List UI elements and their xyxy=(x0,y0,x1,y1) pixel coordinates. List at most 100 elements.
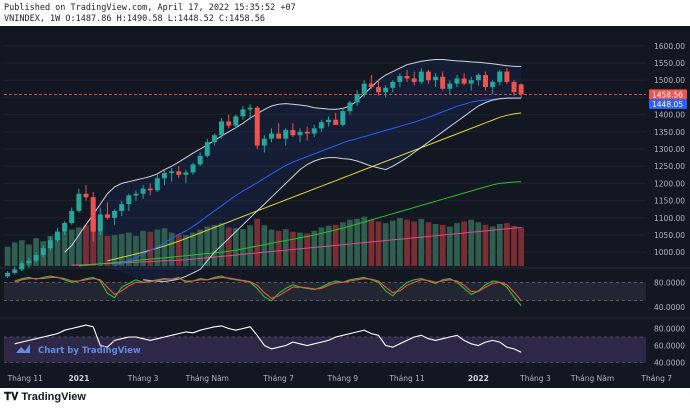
candle-body xyxy=(269,133,274,139)
candle-body xyxy=(19,263,25,270)
x-tick-label: Tháng 11 xyxy=(7,374,44,383)
bollinger-lower-line xyxy=(143,97,522,283)
candle-body xyxy=(454,78,460,84)
volume-bar xyxy=(304,233,311,266)
candle-body xyxy=(497,71,503,82)
candle-body xyxy=(119,204,125,211)
candle-body xyxy=(33,254,39,261)
volume-bar xyxy=(261,225,268,266)
candle-body xyxy=(133,193,139,196)
y-tick-label: 1350.00 xyxy=(654,128,685,137)
x-tick-label: Tháng 3 xyxy=(519,374,551,383)
volume-bar xyxy=(76,227,82,266)
candle-body xyxy=(69,210,75,223)
bollinger-fill xyxy=(64,59,522,282)
rsi-series-line xyxy=(14,276,522,302)
candle-body xyxy=(97,214,103,232)
volume-bar xyxy=(47,236,54,266)
volume-bar xyxy=(375,221,382,266)
published-info: Published on TradingView.com, April 17, … xyxy=(4,3,296,13)
price-label: 1458.56 xyxy=(652,90,683,99)
candle-body xyxy=(361,83,367,94)
candle-body xyxy=(461,78,467,84)
volume-bar xyxy=(347,219,353,266)
volume-bar xyxy=(111,235,118,266)
candle-body xyxy=(154,178,160,191)
candle-body xyxy=(490,81,496,88)
volume-bar xyxy=(432,224,439,266)
volume-bar xyxy=(247,225,253,266)
x-tick-label: Tháng 11 xyxy=(388,374,425,383)
volume-bar xyxy=(18,240,25,266)
candle-body xyxy=(126,195,132,205)
candle-body xyxy=(240,109,246,117)
ohlc-info: VNINDEX, 1W O:1487.86 H:1490.58 L:1448.5… xyxy=(4,14,265,24)
volume-bar xyxy=(489,226,496,266)
candle-body xyxy=(383,87,389,93)
volume-bar xyxy=(190,232,196,266)
candle-body xyxy=(90,197,96,232)
bollinger-upper-line xyxy=(64,59,522,253)
volume-bar xyxy=(282,229,289,266)
candle-body xyxy=(318,122,324,129)
candle-body xyxy=(140,188,146,194)
chart-svg[interactable]: 1600.001550.001500.001450.001400.001350.… xyxy=(0,26,690,388)
candle-body xyxy=(104,214,110,218)
y-tick-label: 1000.00 xyxy=(654,248,685,257)
candle-body xyxy=(76,193,82,211)
candle-body xyxy=(368,83,374,88)
candle-body xyxy=(261,138,267,146)
candle-body xyxy=(418,71,424,82)
candle-body xyxy=(5,272,11,277)
candle-body xyxy=(176,171,182,175)
volume-bar xyxy=(225,227,232,266)
candle-body xyxy=(83,193,89,198)
candle-body xyxy=(390,81,396,88)
volume-bar xyxy=(147,231,154,266)
volume-bar xyxy=(211,224,218,266)
y-tick-label: 1100.00 xyxy=(654,214,685,223)
y-tick-label: 1250.00 xyxy=(654,162,685,171)
volume-bar xyxy=(425,222,432,266)
candle-body xyxy=(304,131,310,134)
volume-bar xyxy=(339,222,346,266)
x-tick-label: Tháng Năm xyxy=(570,374,614,383)
candle-body xyxy=(254,107,260,146)
candle-body xyxy=(504,71,510,82)
candle-body xyxy=(12,269,18,273)
watermark-text: Chart by TradingView xyxy=(38,346,141,356)
candle-body xyxy=(47,240,53,249)
candle-body xyxy=(290,130,296,136)
candle-body xyxy=(340,111,346,125)
mfi-series-line xyxy=(14,324,522,353)
candle-body xyxy=(397,76,403,82)
volume-bar xyxy=(518,227,525,266)
volume-bar xyxy=(118,233,125,266)
mfi-y-tick-label: 80.0000 xyxy=(654,325,685,334)
candle-body xyxy=(433,76,439,81)
watermark-icon xyxy=(16,344,30,353)
volume-bar xyxy=(197,229,204,266)
mfi-y-tick-label: 60.0000 xyxy=(654,342,685,351)
ma-green-line xyxy=(78,181,522,267)
price-label-bg xyxy=(649,89,687,100)
volume-bar xyxy=(504,223,510,266)
footer: 𝐓𝐕 TradingView xyxy=(0,388,690,408)
candle-body xyxy=(219,121,225,136)
volume-bar xyxy=(368,219,375,266)
volume-bar xyxy=(511,225,517,266)
volume-bar xyxy=(446,226,453,266)
volume-bar xyxy=(61,231,68,266)
volume-bar xyxy=(97,231,104,266)
volume-bar xyxy=(254,218,261,266)
ma-blue-line xyxy=(114,97,522,267)
chart-area[interactable]: 1600.001550.001500.001450.001400.001350.… xyxy=(0,26,690,388)
x-tick-label: Tháng 7 xyxy=(640,374,672,383)
x-tick-label: 2022 xyxy=(468,374,489,383)
candle-body xyxy=(311,128,317,134)
y-tick-label: 1050.00 xyxy=(654,231,685,240)
mfi-y-tick-label: 40.0000 xyxy=(654,359,685,368)
candle-body xyxy=(468,80,474,84)
candle-body xyxy=(197,155,203,165)
candle-body xyxy=(276,133,282,139)
